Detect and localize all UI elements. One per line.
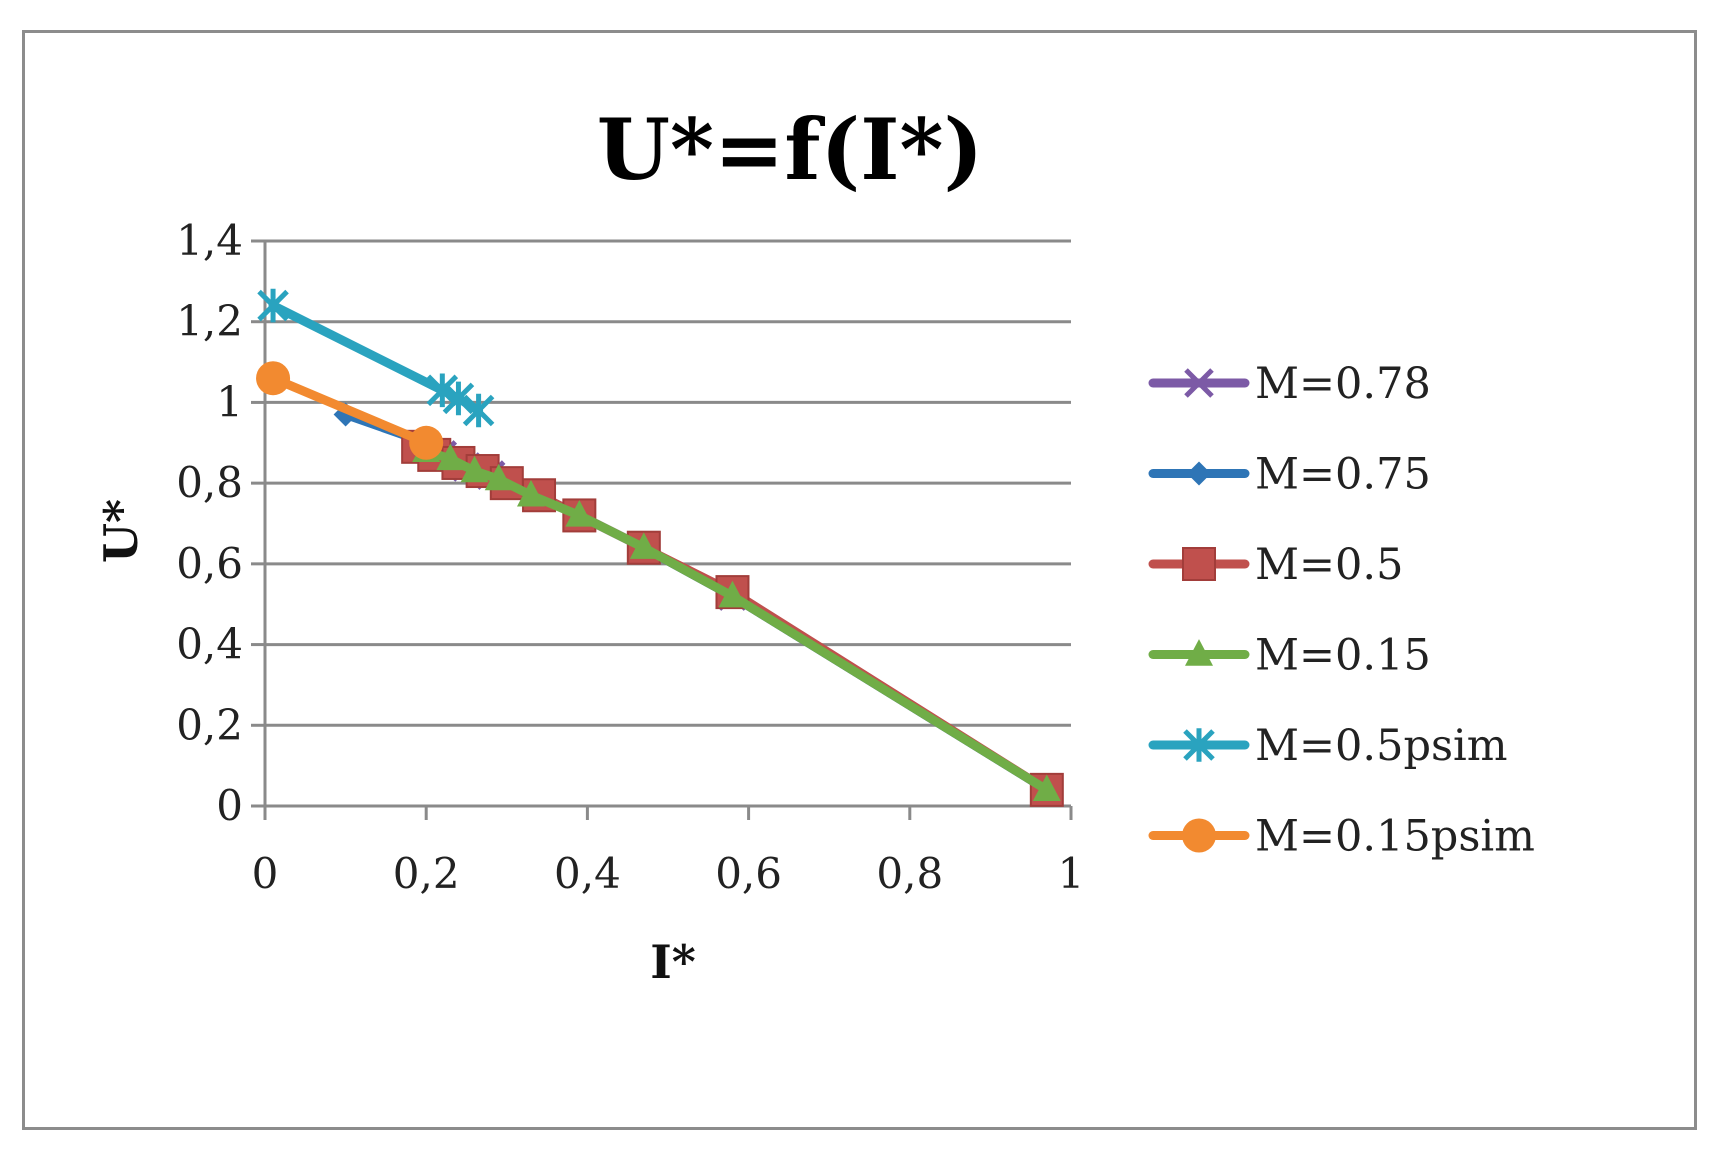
- axes: [251, 239, 1073, 820]
- data-point: [1187, 461, 1211, 486]
- x-axis-label: I*: [650, 935, 696, 989]
- legend-item: M=0.15: [1148, 631, 1431, 681]
- data-point: [1183, 728, 1215, 762]
- y-tick-label: 0,6: [176, 539, 243, 588]
- x-tick-label: 0: [252, 849, 279, 898]
- y-tick-label: 0,8: [176, 458, 243, 507]
- x-tick-label: 0,8: [876, 849, 943, 898]
- y-tick-label: 0,2: [176, 700, 243, 749]
- data-point: [516, 479, 545, 507]
- data-point: [442, 381, 475, 416]
- data-point: [257, 288, 289, 323]
- legend-label: M=0.15psim: [1255, 812, 1535, 862]
- series-line: [268, 373, 431, 448]
- data-point: [426, 373, 459, 408]
- legend-item: M=0.78: [1148, 359, 1431, 409]
- y-tick-label: 1,4: [176, 216, 243, 265]
- y-tick-label: 0: [216, 781, 243, 830]
- legend-item: M=0.5psim: [1148, 721, 1508, 771]
- legend-label: M=0.15: [1255, 631, 1431, 681]
- legend-item: M=0.15psim: [1148, 812, 1535, 862]
- series-M=0.15psim: [256, 361, 444, 460]
- y-tick-labels: 0 0,2 0,4 0,6 0,8 1 1,2 1,4: [176, 216, 243, 830]
- series-M=0.15: [412, 435, 1061, 802]
- data-point: [629, 532, 658, 559]
- data-point: [256, 361, 291, 396]
- data-point: [1182, 547, 1216, 581]
- series-line: [421, 446, 1052, 795]
- x-tick-label: 0,2: [393, 849, 460, 898]
- data-point: [484, 463, 513, 491]
- legend-label: M=0.75: [1255, 450, 1431, 500]
- series-M=0.5psim: [257, 288, 495, 428]
- data-point: [460, 455, 489, 483]
- legend-label: M=0.78: [1255, 359, 1431, 409]
- legend-item: M=0.75: [1148, 450, 1431, 500]
- legend-label: M=0.5psim: [1255, 721, 1508, 771]
- x-tick-labels: 0 0,2 0,4 0,6 0,8 1: [252, 849, 1085, 898]
- x-tick-label: 0,4: [554, 849, 621, 898]
- data-point: [436, 443, 465, 471]
- y-tick-label: 1: [216, 377, 243, 426]
- grid-lines: [265, 239, 1071, 727]
- data-point: [565, 500, 594, 527]
- y-tick-label: 1,2: [176, 297, 243, 346]
- x-tick-label: 0,6: [715, 849, 782, 898]
- y-axis-label: U*: [94, 499, 148, 563]
- data-point: [462, 393, 495, 428]
- chart-frame: U*=f(I*) 0 0,2 0,4 0,6 0,8 1 1,2 1,4 0 0,2 0,4 0,6…: [22, 30, 1697, 1130]
- data-point: [1182, 818, 1216, 853]
- chart-title: U*=f(I*): [597, 100, 983, 199]
- legend-label: M=0.5: [1255, 540, 1403, 590]
- y-tick-label: 0,4: [176, 620, 243, 669]
- data-series: [256, 288, 1064, 807]
- data-point: [1032, 774, 1061, 802]
- data-point: [1185, 639, 1213, 666]
- data-point: [1184, 368, 1214, 398]
- x-tick-label: 1: [1058, 849, 1085, 898]
- legend-item: M=0.5: [1148, 540, 1403, 590]
- chart-canvas: U*=f(I*) 0 0,2 0,4 0,6 0,8 1 1,2 1,4 0 0,2 0,4 0,6…: [94, 100, 1535, 989]
- legend: M=0.78 M=0.75 M=0.5 M=0.15 M=0.5psim M=0.15ps…: [1148, 359, 1535, 862]
- series-line: [268, 301, 484, 415]
- data-point: [409, 425, 444, 460]
- data-point: [718, 580, 747, 608]
